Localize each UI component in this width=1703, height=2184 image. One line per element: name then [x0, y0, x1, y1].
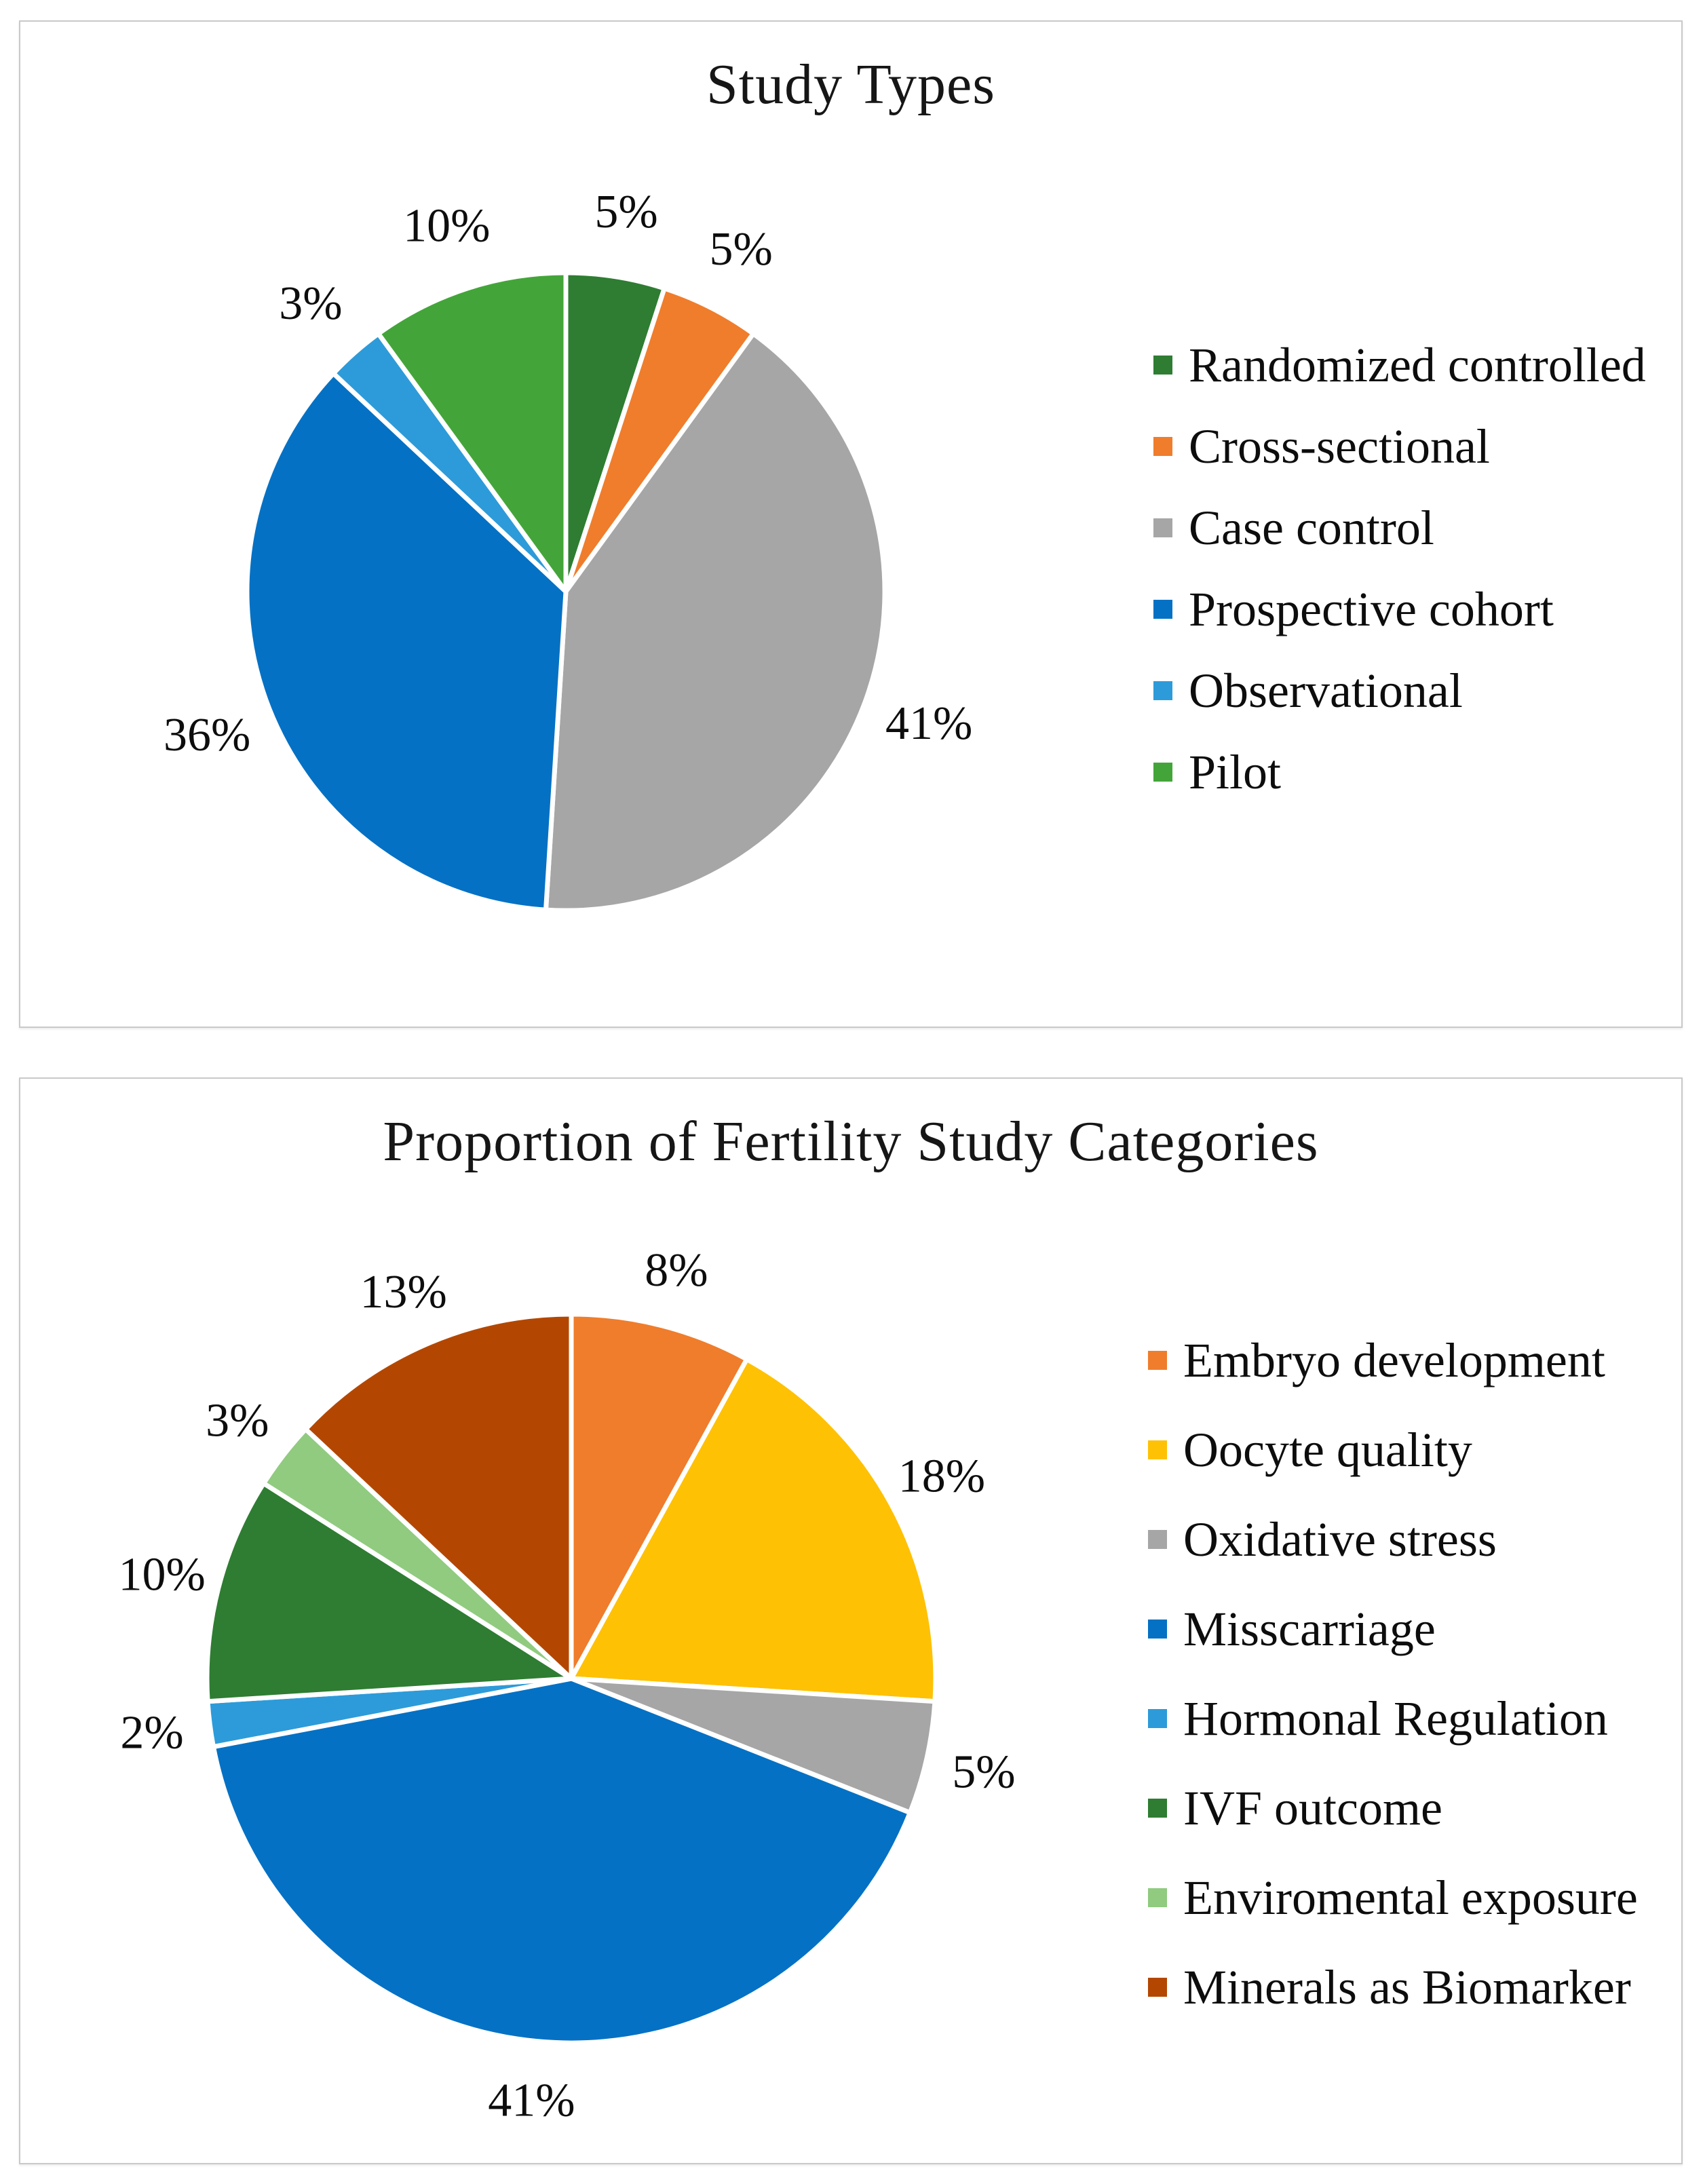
pie-slice-oocyte-quality	[569, 1356, 938, 1704]
data-label-oocyte-quality: 18%	[898, 1450, 985, 1502]
data-label-observational: 3%	[279, 277, 342, 330]
legend-swatch-minerals-as-biomarker	[1148, 1978, 1167, 1997]
legend-item-cross-sectional: Cross-sectional	[1153, 406, 1646, 487]
data-label-ivf-outcome: 10%	[119, 1549, 206, 1601]
legend-label: Misscarriage	[1183, 1601, 1436, 1656]
legend-swatch-case-control	[1153, 518, 1172, 537]
legend-swatch-cross-sectional	[1153, 437, 1172, 456]
legend-swatch-oocyte-quality	[1148, 1440, 1167, 1459]
legend-swatch-enviromental-exposure	[1148, 1888, 1167, 1907]
data-label-oxidative-stress: 5%	[952, 1746, 1015, 1798]
legend-label: Case control	[1189, 500, 1434, 555]
data-label-enviromental-exposure: 3%	[206, 1395, 269, 1447]
legend-item-oxidative-stress: Oxidative stress	[1148, 1495, 1638, 1584]
data-label-misscarriage: 41%	[488, 2075, 575, 2127]
pie-slice-misscarriage	[211, 1676, 913, 2046]
pie-slice-ivf-outcome	[204, 1480, 574, 1704]
pie-slice-pilot	[376, 270, 569, 594]
legend-item-ivf-outcome: IVF outcome	[1148, 1763, 1638, 1853]
legend-swatch-embryo-development	[1148, 1351, 1167, 1370]
fertility-categories-pie-chart: 8% 18% 5% 41% 2% 10% 3% 13%	[119, 1244, 1016, 2127]
pie-slice-prospective-cohort	[244, 370, 569, 913]
pie-slice-embryo-development	[569, 1311, 750, 1681]
pie-slice-minerals-as-biomarker	[303, 1311, 574, 1681]
data-label-prospective-cohort: 36%	[164, 709, 250, 761]
data-label-pilot: 10%	[403, 200, 490, 252]
data-label-embryo-development: 8%	[645, 1244, 708, 1297]
data-label-randomized-controlled: 5%	[594, 186, 657, 238]
legend-swatch-oxidative-stress	[1148, 1530, 1167, 1549]
data-label-cross-sectional: 5%	[710, 223, 773, 275]
legend-swatch-observational	[1153, 681, 1172, 700]
legend-label: Prospective cohort	[1189, 581, 1554, 636]
study-types-chart-panel: Study Types 5% 5% 41% 36% 3% 10% Randomized c…	[19, 20, 1683, 1028]
data-label-case-control: 41%	[885, 697, 972, 750]
legend-item-randomized-controlled: Randomized controlled	[1153, 324, 1646, 406]
fertility-categories-chart-panel: Proportion of Fertility Study Categories…	[19, 1077, 1683, 2164]
legend-label: Oxidative stress	[1183, 1512, 1497, 1567]
data-label-hormonal-regulation: 2%	[120, 1707, 183, 1759]
legend-item-minerals-as-biomarker: Minerals as Biomarker	[1148, 1942, 1638, 2032]
legend-swatch-ivf-outcome	[1148, 1799, 1167, 1818]
legend-label: Cross-sectional	[1189, 419, 1490, 474]
legend-swatch-misscarriage	[1148, 1620, 1167, 1639]
legend-swatch-prospective-cohort	[1153, 600, 1172, 619]
legend-item-prospective-cohort: Prospective cohort	[1153, 569, 1646, 650]
legend-swatch-hormonal-regulation	[1148, 1709, 1167, 1728]
chart-title-study-types: Study Types	[706, 53, 995, 116]
legend-label: Enviromental exposure	[1183, 1870, 1638, 1925]
study-types-legend: Randomized controlled Cross-sectional Case…	[1153, 324, 1646, 813]
legend-label: Oocyte quality	[1183, 1422, 1472, 1477]
legend-item-case-control: Case control	[1153, 487, 1646, 569]
legend-label: IVF outcome	[1183, 1780, 1442, 1835]
legend-label: Pilot	[1189, 744, 1282, 799]
fertility-categories-legend: Embryo development Oocyte quality Oxidativ…	[1148, 1316, 1638, 2032]
legend-item-enviromental-exposure: Enviromental exposure	[1148, 1853, 1638, 1942]
legend-item-pilot: Pilot	[1153, 731, 1646, 813]
chart-title-fertility-categories: Proportion of Fertility Study Categories	[383, 1110, 1319, 1173]
legend-item-embryo-development: Embryo development	[1148, 1316, 1638, 1405]
legend-item-hormonal-regulation: Hormonal Regulation	[1148, 1674, 1638, 1763]
legend-label: Minerals as Biomarker	[1183, 1959, 1631, 2014]
legend-label: Randomized controlled	[1189, 337, 1646, 392]
legend-item-observational: Observational	[1153, 650, 1646, 731]
legend-label: Embryo development	[1183, 1333, 1605, 1387]
legend-label: Observational	[1189, 663, 1463, 718]
study-types-pie-chart: 5% 5% 41% 36% 3% 10%	[164, 186, 972, 913]
pie-slice-case-control	[543, 331, 887, 913]
legend-item-oocyte-quality: Oocyte quality	[1148, 1405, 1638, 1495]
data-label-minerals-as-biomarker: 13%	[360, 1266, 446, 1318]
legend-item-misscarriage: Misscarriage	[1148, 1584, 1638, 1674]
legend-swatch-randomized-controlled	[1153, 356, 1172, 375]
legend-swatch-pilot	[1153, 763, 1172, 782]
legend-label: Hormonal Regulation	[1183, 1691, 1608, 1746]
